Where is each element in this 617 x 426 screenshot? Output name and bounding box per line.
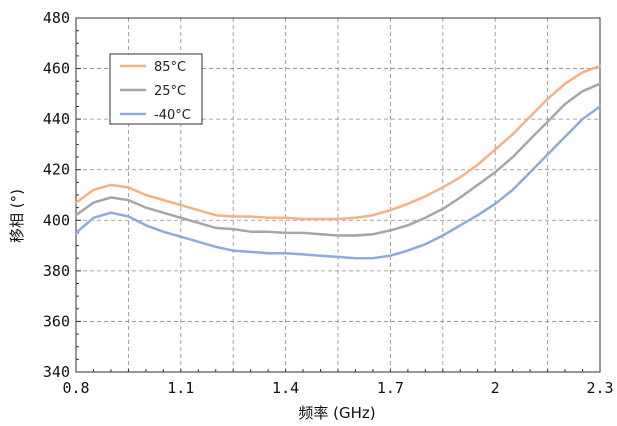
y-tick-label: 480 bbox=[43, 9, 70, 27]
y-axis-label: 移相 (°) bbox=[8, 189, 26, 243]
x-axis-tick-labels: 0.8 1.1 1.4 1.7 2 2.3 bbox=[62, 379, 613, 397]
series-line-1 bbox=[74, 82, 602, 237]
x-axis-label: 频率 (GHz) bbox=[298, 404, 375, 422]
x-tick-label: 1.1 bbox=[167, 379, 194, 397]
x-tick-label: 2 bbox=[491, 379, 500, 397]
x-tick-label: 0.8 bbox=[62, 379, 89, 397]
y-tick-label: 460 bbox=[43, 60, 70, 78]
x-tick-label: 2.3 bbox=[586, 379, 613, 397]
y-tick-label: 400 bbox=[43, 211, 70, 229]
y-tick-label: 380 bbox=[43, 262, 70, 280]
x-tick-label: 1.4 bbox=[272, 379, 299, 397]
series-line-2 bbox=[74, 105, 602, 260]
y-tick-label: 440 bbox=[43, 110, 70, 128]
y-tick-label: 420 bbox=[43, 161, 70, 179]
legend-label-1: 25°C bbox=[154, 84, 186, 99]
legend-label-0: 85°C bbox=[154, 60, 186, 75]
series-line-0 bbox=[74, 64, 602, 221]
x-tick-label: 1.7 bbox=[377, 379, 404, 397]
series-lines bbox=[74, 64, 602, 260]
legend: 85°C 25°C -40°C bbox=[109, 53, 203, 125]
y-axis-tick-labels: 340 360 380 400 420 440 460 480 bbox=[43, 9, 70, 381]
y-tick-label: 360 bbox=[43, 312, 70, 330]
grid-lines bbox=[75, 17, 601, 373]
legend-label-2: -40°C bbox=[154, 108, 191, 123]
y-tick-label: 340 bbox=[43, 363, 70, 381]
plot-area bbox=[75, 17, 601, 373]
